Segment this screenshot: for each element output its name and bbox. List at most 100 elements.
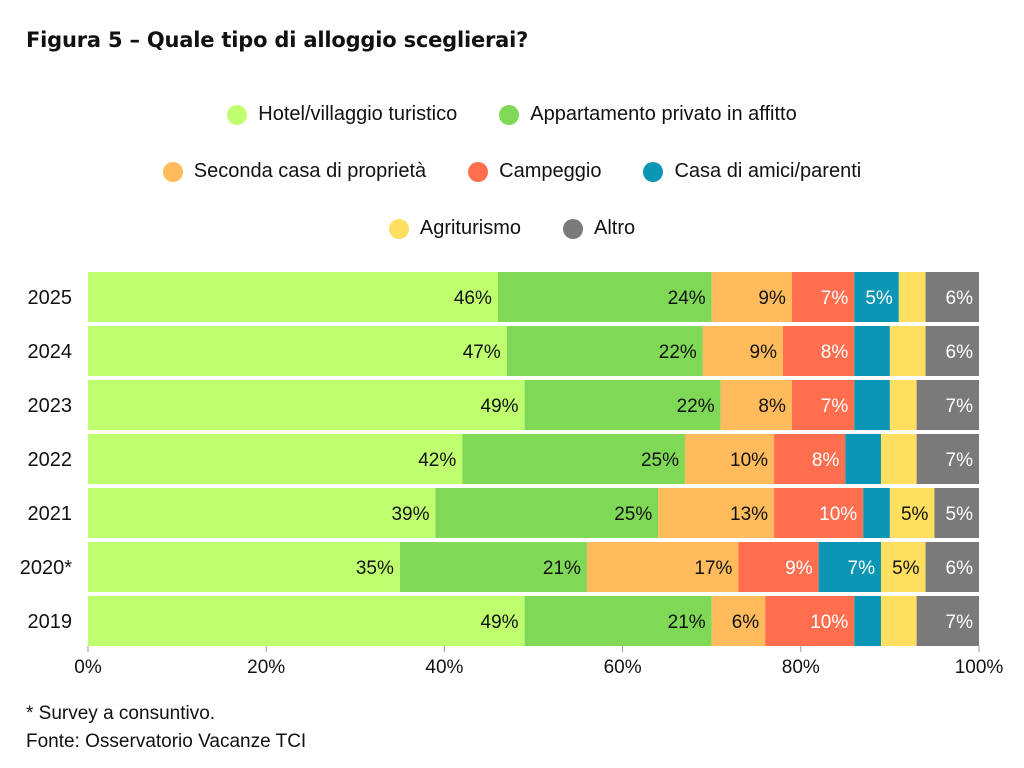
data-label: 6% (946, 288, 974, 309)
data-label: 49% (481, 612, 519, 633)
bar-segment (88, 380, 525, 430)
bar-segment (863, 488, 890, 538)
bar-segment (916, 596, 979, 646)
bar-segment (524, 380, 721, 430)
bar-segment (711, 272, 792, 322)
stacked-bar-chart: 2025 46% 24% 9% 7% 5% 6% 2024 47% 22% 9% 8% 6% 2023 49… (20, 272, 1004, 678)
bar-segment (702, 326, 783, 376)
bar-segment (854, 596, 881, 646)
legend-item: Hotel/villaggio turistico (227, 98, 457, 131)
y-tick-label: 2025 (28, 287, 73, 309)
data-label: 8% (812, 450, 840, 471)
data-label: 7% (848, 558, 876, 579)
data-label: 5% (901, 504, 929, 525)
data-label: 5% (865, 288, 893, 309)
x-tick-label: 0% (74, 657, 102, 678)
footnote-source: Fonte: Osservatorio Vacanze TCI (26, 731, 307, 752)
footnotes: * Survey a consuntivo. Fonte: Osservator… (26, 700, 306, 756)
bar-segment (854, 326, 890, 376)
legend-label: Altro (594, 217, 636, 239)
x-tick-label: 20% (247, 657, 285, 678)
data-label: 8% (821, 342, 849, 363)
legend-label: Campeggio (499, 160, 602, 182)
y-tick-label: 2020* (20, 557, 72, 579)
bar-segment (684, 434, 775, 484)
bar-segment (889, 380, 917, 430)
data-label: 39% (391, 504, 429, 525)
data-label: 6% (732, 612, 760, 633)
data-label: 35% (356, 558, 394, 579)
data-label: 46% (454, 288, 492, 309)
x-tick-label: 60% (604, 657, 642, 678)
bar-segment (880, 434, 917, 484)
data-label: 6% (946, 558, 974, 579)
x-tick-label: 100% (955, 657, 1004, 678)
bar-segment (854, 272, 899, 322)
legend-swatch (227, 104, 248, 125)
data-label: 5% (892, 558, 920, 579)
bar-segment (934, 488, 979, 538)
footnote-survey: * Survey a consuntivo. (26, 703, 216, 724)
y-tick-label: 2022 (28, 449, 73, 471)
legend-swatch (388, 218, 409, 239)
legend-label: Appartamento privato in affitto (530, 103, 797, 125)
legend-row: Seconda casa di proprietà Campeggio Casa d… (0, 155, 1024, 188)
bar-row: 49% 21% 6% 10% 7% (88, 596, 979, 646)
bar-segment (88, 542, 400, 592)
legend-item: Seconda casa di proprietà (162, 155, 427, 188)
bar-segment (774, 488, 864, 538)
bar-segment (782, 326, 855, 376)
bar-row: 47% 22% 9% 8% 6% (88, 326, 979, 376)
data-label: 25% (614, 504, 652, 525)
x-tick-label: 40% (425, 657, 463, 678)
data-label: 6% (946, 342, 974, 363)
data-label: 10% (730, 450, 768, 471)
y-tick-label: 2019 (28, 611, 73, 633)
bar-segment (399, 542, 587, 592)
bar-segment (88, 272, 498, 322)
bar-segment (880, 542, 926, 592)
legend-row: Agriturismo Altro (0, 212, 1024, 245)
legend-swatch (468, 161, 489, 182)
data-label: 9% (750, 342, 778, 363)
legend-label: Hotel/villaggio turistico (258, 103, 458, 125)
data-label: 22% (677, 396, 715, 417)
y-tick-label: 2023 (28, 395, 73, 417)
bar-segment (916, 434, 979, 484)
legend-swatch (162, 161, 183, 182)
bar-segment (889, 326, 926, 376)
x-tick-label: 80% (782, 657, 820, 678)
y-tick-label: 2021 (28, 503, 73, 525)
bar-segment (462, 434, 685, 484)
bar-segment (586, 542, 739, 592)
legend-row: Hotel/villaggio turistico Appartamento pr… (0, 98, 1024, 131)
legend-item: Altro (563, 212, 635, 245)
legend: Hotel/villaggio turistico Appartamento pr… (0, 98, 1024, 245)
bar-row: 35% 21% 17% 9% 7% 5% 6% (88, 542, 979, 592)
legend-label: Seconda casa di proprietà (193, 160, 427, 182)
data-label: 13% (730, 504, 768, 525)
data-label: 10% (810, 612, 848, 633)
bar-row: 42% 25% 10% 8% 7% (88, 434, 979, 484)
bar-segment (506, 326, 703, 376)
data-label: 7% (946, 612, 974, 633)
bar-segment (738, 542, 819, 592)
bar-segment (880, 596, 917, 646)
data-label: 21% (543, 558, 581, 579)
y-tick-label: 2024 (28, 341, 73, 363)
data-label: 49% (481, 396, 519, 417)
bar-row: 49% 22% 8% 7% 7% (88, 380, 979, 430)
data-label: 9% (785, 558, 813, 579)
data-label: 47% (463, 342, 501, 363)
bar-segment (435, 488, 659, 538)
data-label: 7% (946, 396, 974, 417)
chart-title: Figura 5 – Quale tipo di alloggio scegli… (26, 28, 529, 52)
legend-swatch (563, 218, 583, 239)
bar-segment (925, 542, 979, 592)
bar-segment (889, 488, 935, 538)
data-label: 21% (668, 612, 706, 633)
bar-segment (845, 434, 881, 484)
legend-item: Campeggio (468, 155, 601, 188)
bar-segment (765, 596, 855, 646)
bar-row: 39% 25% 13% 10% 5% 5% (88, 488, 979, 538)
